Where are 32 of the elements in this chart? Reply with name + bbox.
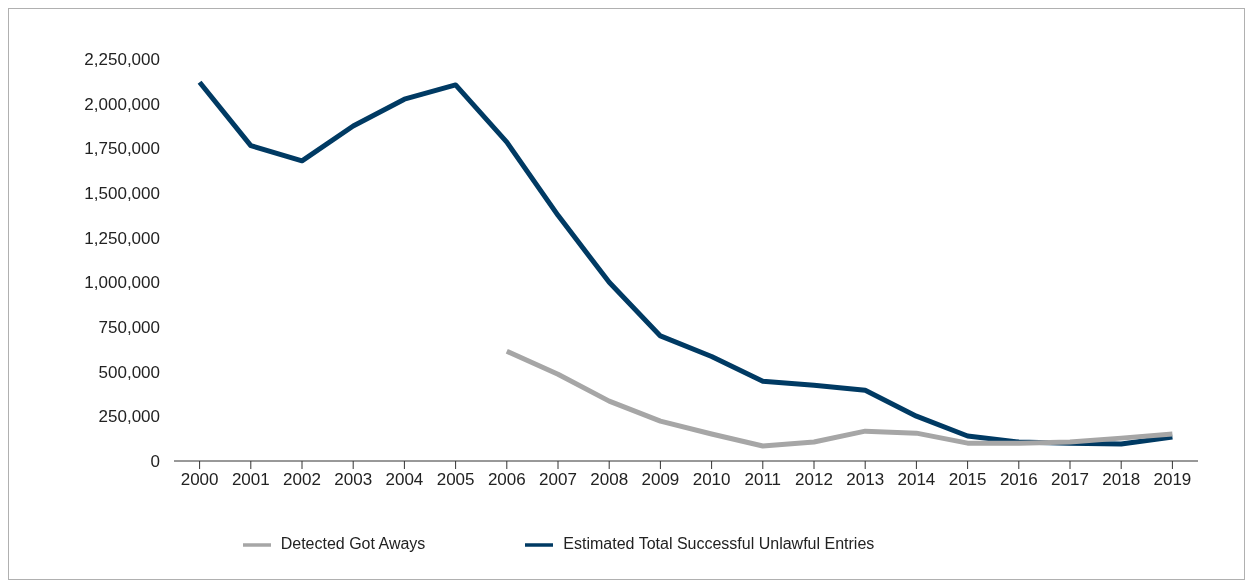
x-tick-label: 2008 [590,470,629,490]
x-tick-label: 2013 [846,470,885,490]
x-tick-label: 2009 [641,470,680,490]
x-tick-label: 2002 [283,470,321,490]
x-tick-label: 2001 [231,470,270,490]
y-tick-label: 2,000,000 [84,94,160,114]
y-tick-label: 2,250,000 [84,50,160,70]
x-tick-label: 2015 [948,470,987,490]
x-tick-label: 2018 [1102,470,1141,490]
x-tick-label: 2005 [436,470,475,490]
x-tick-label: 2011 [744,470,782,490]
y-tick-label: 750,000 [98,318,160,338]
x-tick-label: 2006 [487,470,526,490]
x-tick-label: 2004 [385,470,424,490]
x-tick-label: 2014 [897,470,936,490]
legend-label: Detected Got Aways [280,535,426,553]
x-tick-label: 2017 [1051,470,1089,490]
y-tick-label: 250,000 [98,407,160,427]
y-tick-label: 1,500,000 [84,184,160,204]
x-tick-label: 2000 [180,470,219,490]
x-tick-label: 2010 [692,470,731,490]
x-tick-label: 2003 [334,470,373,490]
y-tick-label: 1,750,000 [84,139,160,159]
x-tick-label: 2019 [1153,470,1192,490]
legend-label: Estimated Total Successful Unlawful Entries [563,535,875,553]
y-tick-label: 1,000,000 [84,273,160,293]
x-tick-label: 2016 [999,470,1038,490]
y-tick-label: 500,000 [98,362,160,382]
x-tick-label: 2007 [539,470,577,490]
x-tick-label: 2012 [795,470,833,490]
y-tick-label: 0 [150,452,160,472]
y-tick-label: 1,250,000 [84,228,160,248]
